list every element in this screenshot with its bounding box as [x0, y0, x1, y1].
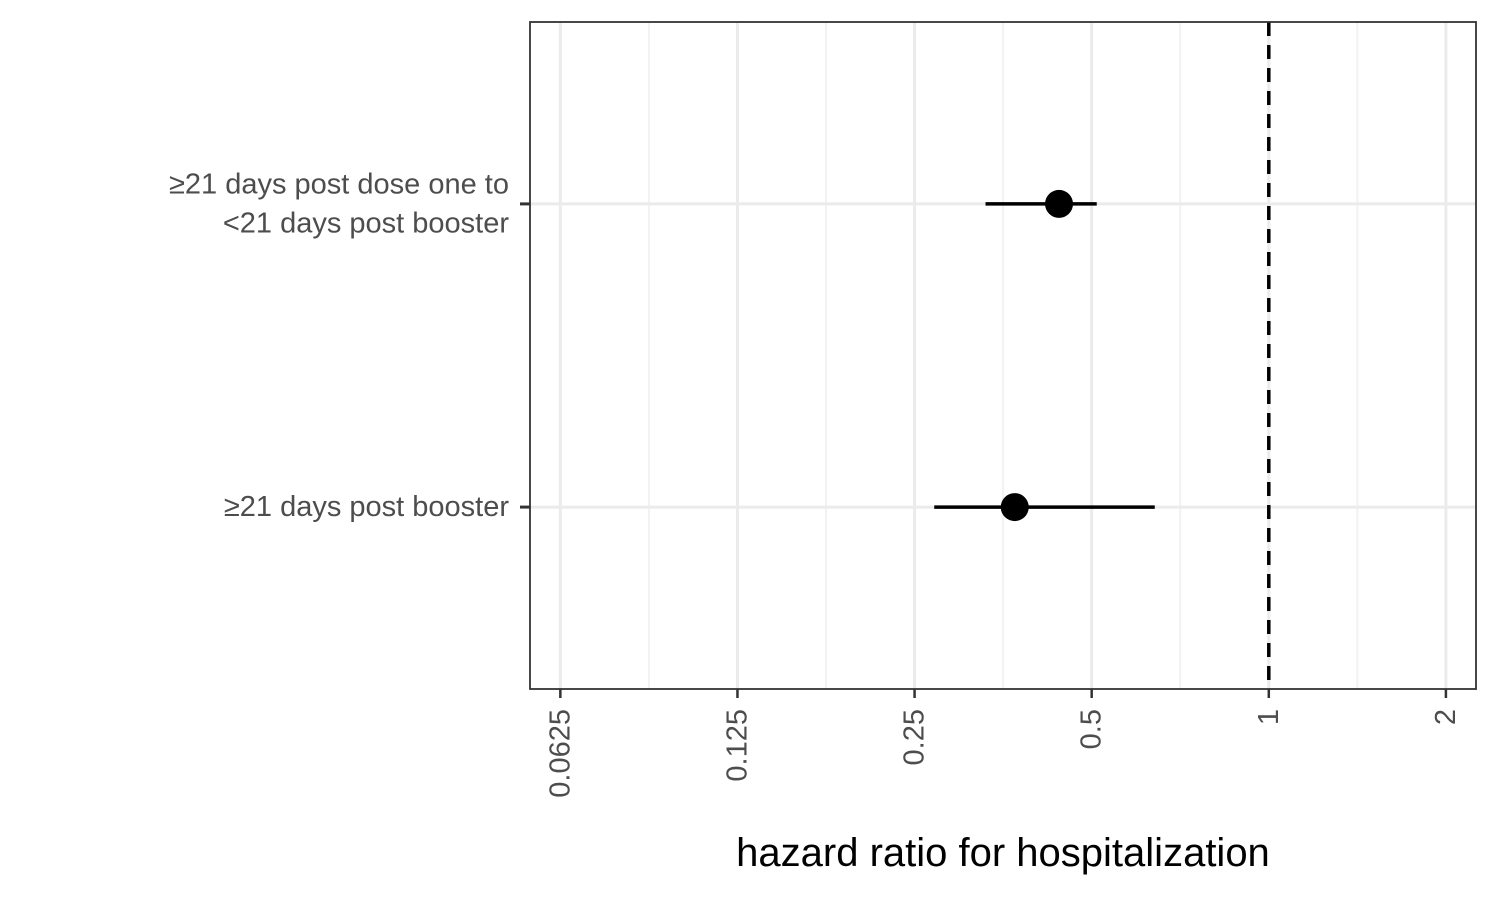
y-axis-tick-label: <21 days post booster [223, 207, 510, 239]
x-axis-tick-label: 2 [1430, 709, 1462, 725]
y-axis: ≥21 days post dose one to <21 days post b… [169, 168, 530, 523]
x-axis-tick-label: 0.5 [1076, 709, 1108, 749]
x-axis-tick-label: 0.0625 [544, 709, 576, 798]
data-marks [934, 189, 1155, 522]
x-axis-tick-label: 1 [1253, 709, 1285, 725]
point-estimate [1000, 493, 1029, 522]
x-axis-tick-label: 0.25 [899, 709, 931, 765]
x-axis: 0.0625 0.125 0.25 0.5 1 2 [544, 689, 1462, 798]
panel-border [529, 21, 1477, 690]
y-axis-tick-label: ≥21 days post booster [224, 491, 509, 523]
x-axis-title: hazard ratio for hospitalization [736, 831, 1270, 875]
minor-gridlines [647, 22, 1359, 689]
y-axis-tick-label: ≥21 days post dose one to [169, 168, 509, 200]
point-estimate [1045, 189, 1074, 218]
x-axis-tick-label: 0.125 [721, 709, 753, 782]
